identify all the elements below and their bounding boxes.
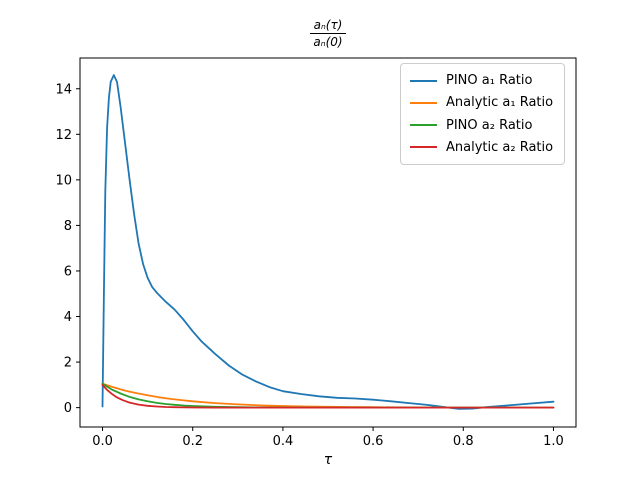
legend-line-swatch — [410, 146, 437, 149]
series-line-0 — [101, 74, 555, 410]
y-tick-label: 12 — [55, 128, 72, 143]
legend-item: Analytic a₂ Ratio — [410, 138, 555, 157]
legend-label: PINO a₂ Ratio — [446, 117, 533, 133]
legend-item: Analytic a₁ Ratio — [410, 93, 555, 112]
x-tick-label: 1.0 — [543, 434, 564, 449]
series-line-3 — [101, 383, 555, 409]
y-tick-label: 4 — [64, 310, 72, 325]
legend-line-swatch — [410, 124, 437, 127]
axes-border — [79, 57, 577, 428]
series-line-2 — [101, 382, 555, 409]
legend-item: PINO a₁ Ratio — [410, 71, 555, 90]
y-tick-label: 2 — [64, 356, 72, 371]
x-tick-label: 0.0 — [92, 434, 113, 449]
title-numerator: aₙ(τ) — [313, 18, 343, 32]
x-tick-label: 0.6 — [363, 434, 384, 449]
chart-title: aₙ(τ) aₙ(0) — [80, 16, 576, 48]
legend: PINO a₁ Ratio Analytic a₁ Ratio PINO a₂ … — [400, 63, 565, 165]
legend-item: PINO a₂ Ratio — [410, 116, 555, 135]
legend-label: PINO a₁ Ratio — [446, 73, 533, 88]
x-tick-label: 0.4 — [273, 434, 294, 449]
y-tick-label: 0 — [64, 401, 72, 416]
x-tick-label: 0.8 — [453, 434, 474, 449]
y-tick-label: 10 — [55, 173, 72, 188]
title-denominator: aₙ(0) — [310, 33, 346, 48]
x-tick-label: 0.2 — [182, 434, 203, 449]
legend-label: Analytic a₂ Ratio — [446, 139, 554, 155]
legend-label: Analytic a₁ Ratio — [446, 95, 554, 111]
legend-line-swatch — [410, 101, 437, 104]
y-tick-label: 14 — [55, 82, 72, 97]
y-tick-label: 6 — [64, 264, 72, 279]
title-fraction: aₙ(τ) aₙ(0) — [310, 18, 346, 48]
x-axis-label: τ — [323, 452, 333, 468]
legend-line-swatch — [410, 79, 437, 82]
y-tick-label: 8 — [64, 219, 72, 234]
